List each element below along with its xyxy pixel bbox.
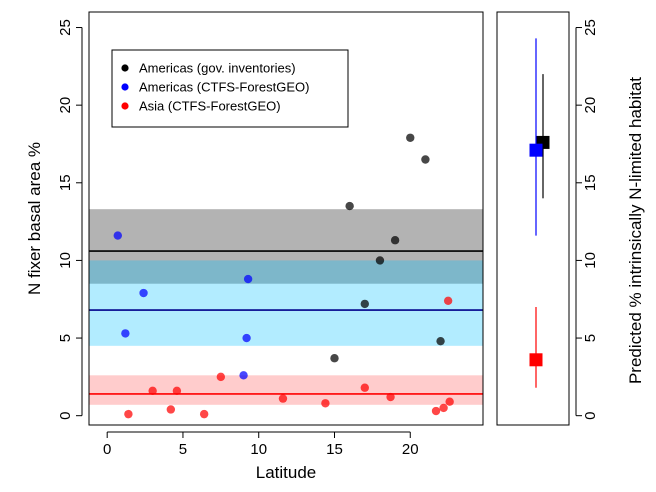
band-americas-ctfs-forestgeo (89, 260, 483, 346)
side-panel: 0 5 10 15 20 25 Predicted % intrinsically N-l… (496, 11, 645, 426)
point-americas-ctfs-forestgeo (139, 288, 148, 298)
y-axis: 0 5 10 15 20 25 (57, 19, 83, 420)
prediction-marker-asia-ctfs-forestgeo (529, 353, 543, 367)
x-tick-label: 0 (103, 441, 111, 458)
point-americas-gov-inventories (436, 336, 445, 346)
main-plot-frame (88, 11, 484, 426)
point-asia-ctfs-forestgeo (278, 394, 288, 403)
legend-label: Americas (gov. inventories) (139, 61, 296, 76)
right-y-tick-label: 20 (582, 97, 599, 114)
point-americas-gov-inventories (330, 354, 339, 363)
prediction-layer (529, 38, 550, 388)
x-tick-label: 20 (402, 441, 419, 458)
x-axis: 0 5 10 15 20 (103, 431, 419, 458)
point-asia-ctfs-forestgeo (443, 296, 453, 305)
point-asia-ctfs-forestgeo (172, 386, 182, 396)
band-layer (89, 209, 483, 405)
y-tick-label: 5 (57, 334, 74, 342)
point-americas-ctfs-forestgeo (239, 371, 248, 380)
legend-label: Asia (CTFS-ForestGEO) (139, 99, 281, 114)
x-tick-label: 5 (179, 441, 187, 458)
legend-marker-asia-ctfs-forestgeo (121, 102, 129, 110)
right-y-tick-label: 5 (582, 334, 599, 342)
legend-marker-americas-gov-inventories (121, 64, 129, 72)
point-asia-ctfs-forestgeo (216, 372, 226, 382)
point-asia-ctfs-forestgeo (166, 405, 176, 414)
side-plot-frame (496, 11, 570, 426)
y-tick-label: 15 (57, 174, 74, 191)
point-americas-gov-inventories (421, 155, 430, 164)
point-asia-ctfs-forestgeo (199, 409, 209, 419)
point-americas-ctfs-forestgeo (113, 231, 122, 240)
y-tick-label: 20 (57, 97, 74, 114)
right-y-axis-label: Predicted % intrinsically N-limited habi… (626, 77, 645, 384)
y-tick-label: 10 (57, 252, 74, 269)
main-panel: 0 5 10 15 20 0 5 10 15 20 25 Latitude N fixer bas… (25, 11, 484, 482)
point-asia-ctfs-forestgeo (124, 409, 133, 419)
point-americas-ctfs-forestgeo (242, 333, 251, 343)
point-asia-ctfs-forestgeo (148, 386, 157, 396)
point-asia-ctfs-forestgeo (386, 392, 395, 402)
point-americas-gov-inventories (345, 201, 354, 211)
right-y-tick-label: 25 (582, 19, 599, 36)
point-layer (113, 133, 454, 419)
right-y-tick-label: 0 (582, 412, 599, 420)
point-americas-gov-inventories (360, 299, 369, 309)
point-americas-gov-inventories (406, 133, 415, 142)
point-asia-ctfs-forestgeo (445, 397, 454, 406)
point-asia-ctfs-forestgeo (439, 403, 448, 413)
y-axis-label: N fixer basal area % (25, 142, 44, 295)
point-asia-ctfs-forestgeo (321, 399, 330, 408)
right-y-tick-label: 15 (582, 174, 599, 191)
right-y-tick-label: 10 (582, 252, 599, 269)
legend-marker-americas-ctfs-forestgeo (121, 83, 129, 91)
point-americas-ctfs-forestgeo (243, 274, 253, 284)
legend: Americas (gov. inventories) Americas (CTF… (111, 49, 349, 128)
point-americas-ctfs-forestgeo (121, 329, 130, 338)
point-americas-gov-inventories (375, 256, 385, 265)
prediction-marker-americas-ctfs-forestgeo (529, 143, 543, 157)
point-asia-ctfs-forestgeo (360, 383, 369, 392)
point-asia-ctfs-forestgeo (431, 406, 441, 416)
y-tick-label: 0 (57, 412, 74, 420)
band-americas-gov-inventories (89, 209, 483, 284)
x-axis-label: Latitude (256, 463, 317, 482)
legend-box (111, 49, 349, 128)
legend-label: Americas (CTFS-ForestGEO) (139, 80, 309, 95)
x-tick-label: 15 (326, 441, 343, 458)
point-americas-gov-inventories (390, 236, 400, 245)
y-tick-label: 25 (57, 19, 74, 36)
x-tick-label: 10 (250, 441, 267, 458)
right-y-axis: 0 5 10 15 20 25 (575, 19, 599, 420)
